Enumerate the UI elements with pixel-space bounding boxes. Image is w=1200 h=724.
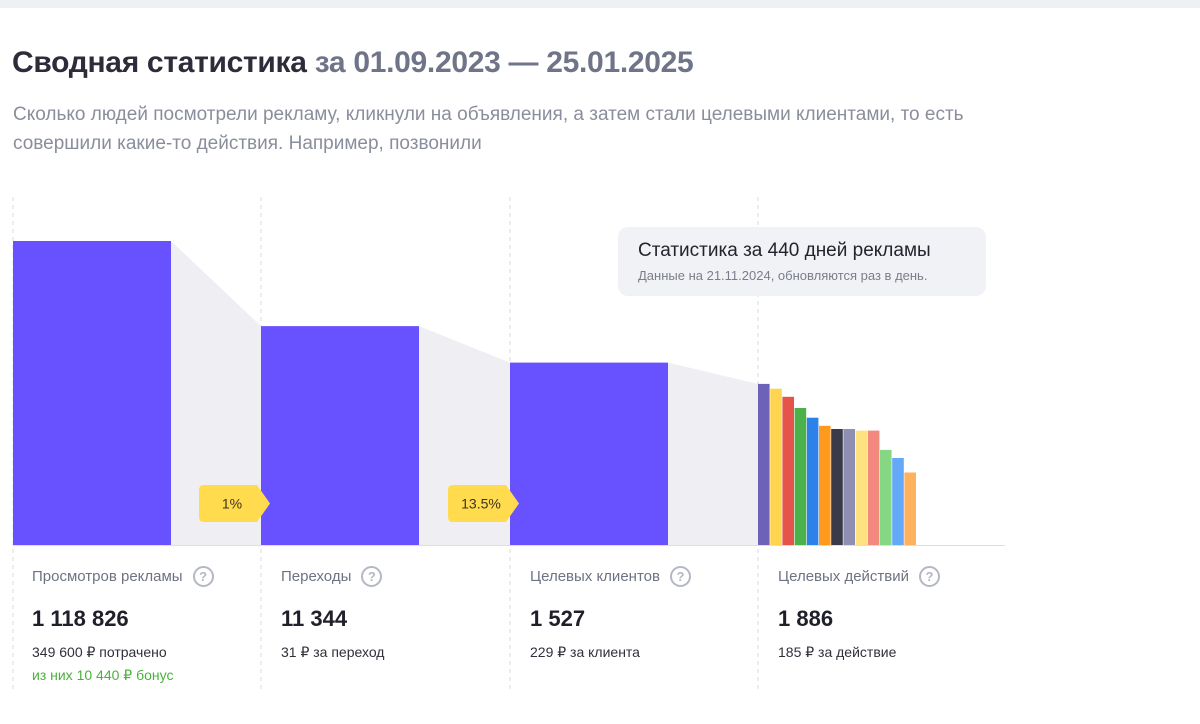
conversion-badge xyxy=(448,485,519,522)
funnel-connector xyxy=(171,241,261,545)
stat-column-clients: Целевых клиентов ? 1 527 229 ₽ за клиент… xyxy=(530,563,760,661)
stat-header: Целевых клиентов ? xyxy=(530,563,760,589)
breakdown-bar xyxy=(904,472,916,545)
stat-header: Переходы ? xyxy=(281,563,511,589)
stat-label: Просмотров рекламы xyxy=(32,567,183,585)
funnel-connector xyxy=(668,362,758,545)
title-text: Сводная статистика xyxy=(12,46,307,79)
stat-value: 1 886 xyxy=(778,606,834,631)
stat-value: 11 344 xyxy=(281,606,348,631)
bar-2 xyxy=(261,326,419,545)
breakdown-bar xyxy=(867,430,880,545)
stat-column-views: Просмотров рекламы ? 1 118 826 349 600 ₽… xyxy=(32,563,262,684)
breakdown-bar xyxy=(782,396,794,545)
help-icon[interactable]: ? xyxy=(919,565,941,587)
help-icon[interactable]: ? xyxy=(361,565,383,587)
top-bar xyxy=(0,0,1200,8)
stat-subtext: 229 ₽ за клиента xyxy=(530,644,640,660)
stat-label: Переходы xyxy=(281,567,352,585)
conversion-rate-label: 1% xyxy=(222,496,242,512)
stat-label: Целевых клиентов xyxy=(530,567,660,585)
title-period[interactable]: за 01.09.2023 — 25.01.2025 xyxy=(314,46,694,79)
stat-value: 1 527 xyxy=(530,606,586,631)
stat-header: Целевых действий ? xyxy=(778,563,1008,589)
tooltip-subtitle: Данные на 21.11.2024, обновляются раз в … xyxy=(638,268,928,283)
breakdown-bar xyxy=(843,429,855,545)
breakdown-bar xyxy=(794,408,807,545)
stat-header: Просмотров рекламы ? xyxy=(32,563,262,589)
stat-subtext: 185 ₽ за действие xyxy=(778,644,897,660)
conversion-rate-label: 13.5% xyxy=(461,496,501,512)
stats-tooltip: Статистика за 440 дней рекламы Данные на… xyxy=(618,227,986,296)
breakdown-bar xyxy=(770,388,782,545)
page-title: Сводная статистика за 01.09.2023 — 25.01… xyxy=(12,46,694,80)
conversion-badge xyxy=(199,485,270,522)
breakdown-bar xyxy=(758,383,770,545)
help-icon[interactable]: ? xyxy=(669,565,691,587)
stat-subtext: 349 600 ₽ потрачено xyxy=(32,644,167,660)
breakdown-bar xyxy=(892,458,904,545)
help-icon[interactable]: ? xyxy=(192,565,214,587)
bar-1 xyxy=(13,241,171,545)
breakdown-bar xyxy=(855,430,868,545)
tooltip-title: Статистика за 440 дней рекламы xyxy=(638,240,931,261)
stat-column-clicks: Переходы ? 11 344 31 ₽ за переход xyxy=(281,563,511,661)
bar-3 xyxy=(510,362,668,545)
breakdown-bar xyxy=(819,425,831,545)
stat-bonus: из них 10 440 ₽ бонус xyxy=(32,667,174,683)
stat-value: 1 118 826 xyxy=(32,606,129,631)
stat-column-actions: Целевых действий ? 1 886 185 ₽ за действ… xyxy=(778,563,1008,661)
stat-label: Целевых действий xyxy=(778,567,910,585)
breakdown-bar xyxy=(806,417,819,545)
breakdown-bar xyxy=(880,449,892,545)
breakdown-bar xyxy=(831,429,843,545)
page-subtitle: Сколько людей посмотрели рекламу, кликну… xyxy=(13,104,964,154)
stat-subtext: 31 ₽ за переход xyxy=(281,644,385,660)
